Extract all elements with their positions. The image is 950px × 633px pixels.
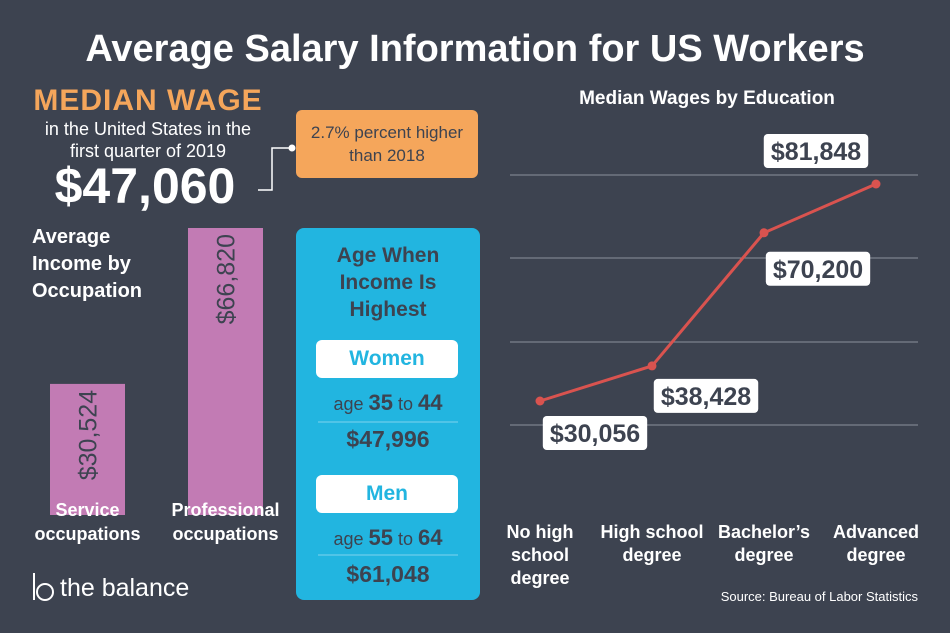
label-box (653, 378, 759, 413)
value-label: $30,056 (550, 420, 640, 448)
group-label: Women (316, 340, 458, 378)
title: Average Salary Information for US Worker… (85, 28, 865, 70)
category-label: High school degree (600, 522, 704, 565)
logo: the balance (60, 574, 190, 602)
point (535, 396, 545, 406)
age-joiner: to (398, 394, 414, 414)
line-chart-title: Median Wages by Education (579, 88, 835, 109)
bar (50, 383, 125, 515)
label-box (763, 134, 869, 168)
note-box (296, 110, 478, 178)
age-range: age 55 to 64 (300, 525, 476, 551)
bar-chart-title: Average Income by Occupation (32, 226, 143, 302)
label-box (765, 251, 871, 286)
income: $61,048 (346, 561, 430, 587)
category-label: Bachelor’s degree (717, 522, 811, 565)
source: Source: Bureau of Labor Statistics (720, 589, 918, 604)
line (539, 182, 877, 403)
category-label: Professional occupations (171, 500, 280, 544)
median-subtitle: in the United States in the first quarte… (44, 119, 252, 161)
median-value: $47,060 (54, 158, 236, 214)
bar (188, 228, 263, 515)
category-label: No high school degree (506, 522, 574, 588)
value-label: $70,200 (773, 256, 863, 284)
income: $47,996 (346, 426, 430, 452)
note: 2.7% percent higher than 2018 (310, 123, 464, 165)
age-range: age 35 to 44 (300, 390, 476, 416)
point (759, 228, 769, 238)
age-high: 64 (418, 525, 443, 550)
age-heading: Age When Income Is Highest (336, 244, 440, 321)
category-label: Advanced degree (832, 522, 920, 565)
label-box (542, 416, 648, 450)
point (647, 361, 657, 371)
value-label: $66,820 (213, 234, 241, 324)
value-label: $81,848 (771, 138, 861, 166)
category-label: Service occupations (34, 500, 141, 544)
point (871, 179, 881, 189)
group-label: Men (316, 475, 458, 513)
value-label: $38,428 (661, 383, 751, 411)
age-low: 55 (368, 525, 393, 550)
connector (258, 147, 292, 191)
logo-icon (33, 573, 54, 601)
age-low: 35 (368, 390, 393, 415)
connector-dot (288, 144, 296, 152)
age-joiner: to (398, 529, 414, 549)
age-prefix: age (333, 529, 364, 549)
age-high: 44 (418, 390, 443, 415)
age-prefix: age (333, 394, 364, 414)
median-heading: MEDIAN WAGE (33, 84, 263, 117)
value-label: $30,524 (75, 390, 103, 480)
